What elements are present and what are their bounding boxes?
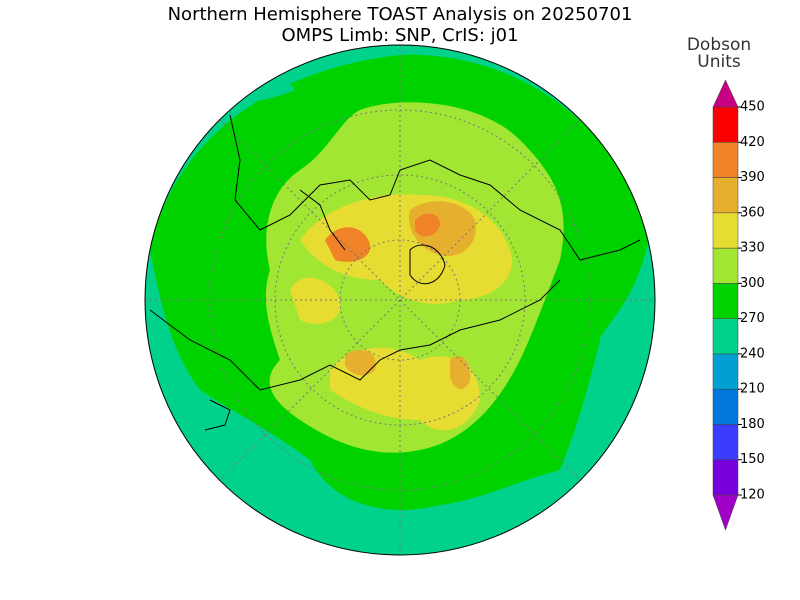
colorbar-tick-label: 330 <box>740 241 765 256</box>
colorbar-tick-label: 270 <box>740 311 765 326</box>
colorbar-tick-label: 420 <box>740 135 765 150</box>
colorbar-tick-label: 150 <box>740 452 765 467</box>
map <box>145 45 655 555</box>
colorbar-segment <box>712 212 739 249</box>
colorbar-tick-label: 210 <box>740 382 765 397</box>
colorbar-extend <box>712 79 739 108</box>
map-region <box>325 227 371 262</box>
colorbar: 120 150 180 210 240 270 300 330 360 390 420 450 <box>712 79 765 531</box>
map-region <box>290 277 341 324</box>
colorbar-tick-label: 240 <box>740 346 765 361</box>
colorbar-segment <box>712 459 739 496</box>
colorbar-segment <box>712 388 739 425</box>
colorbar-label: Dobson <box>687 35 751 55</box>
colorbar-segment <box>712 142 739 178</box>
colorbar-segment <box>712 318 739 355</box>
colorbar-segment <box>712 177 739 214</box>
title-line: OMPS Limb: SNP, CrIS: j01 <box>281 25 518 46</box>
colorbar-tick-label: 180 <box>740 417 765 432</box>
title-line: Northern Hemisphere TOAST Analysis on 20… <box>168 4 633 25</box>
colorbar-tick-label: 300 <box>740 276 765 291</box>
colorbar-segment <box>712 283 739 319</box>
graticule <box>145 45 655 555</box>
colorbar-segment <box>712 353 739 390</box>
colorbar-label: Units <box>697 52 741 72</box>
colorbar-segment <box>712 424 739 460</box>
map-region <box>345 350 376 376</box>
coastline <box>149 114 641 431</box>
colorbar-segment <box>712 247 739 284</box>
colorbar-tick-label: 390 <box>740 170 765 185</box>
colorbar-extend <box>712 494 739 531</box>
map-border <box>144 44 656 556</box>
map-region <box>415 213 440 237</box>
colorbar-segment <box>712 106 739 143</box>
colorbar-tick-label: 120 <box>740 488 765 503</box>
colorbar-tick-label: 360 <box>740 205 765 220</box>
colorbar-tick-label: 450 <box>740 100 765 115</box>
map-region <box>450 356 471 390</box>
